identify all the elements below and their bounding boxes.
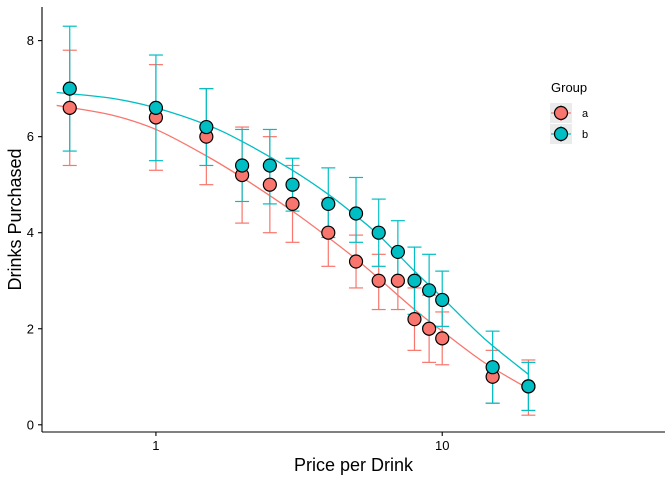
data-point — [371, 273, 386, 288]
fit-line-a — [56, 104, 529, 390]
y-tick-label: 2 — [27, 321, 34, 336]
data-point — [262, 158, 277, 173]
data-point — [348, 206, 364, 221]
data-point — [390, 244, 405, 260]
y-axis-title: Drinks Purchased — [5, 148, 25, 290]
data-point — [148, 100, 164, 115]
legend-marker — [553, 105, 569, 121]
x-tick-label: 10 — [435, 438, 449, 453]
data-point — [285, 196, 300, 211]
legend-label: b — [582, 129, 588, 141]
series-a — [56, 49, 536, 416]
x-axis-title: Price per Drink — [294, 455, 414, 475]
data-point — [390, 273, 405, 288]
data-point — [422, 321, 437, 336]
data-point — [407, 273, 422, 288]
points-a — [62, 100, 536, 394]
data-point — [321, 196, 336, 211]
data-point — [62, 81, 77, 96]
y-tick-label: 0 — [27, 417, 34, 432]
y-axis-ticks: 0 2 4 6 8 — [27, 33, 42, 432]
data-point — [435, 331, 450, 346]
y-tick-label: 6 — [27, 129, 34, 144]
points-b — [62, 81, 536, 394]
legend-item-b: b — [550, 124, 588, 144]
series-b — [56, 25, 536, 411]
legend-items: ab — [550, 103, 589, 144]
data-point — [371, 225, 386, 240]
data-point — [485, 360, 500, 375]
axes: 1 10 0 2 4 6 8 Price per Drink Drinks Purchas… — [5, 7, 665, 475]
data-point — [321, 225, 336, 240]
data-point — [407, 312, 422, 327]
data-point — [262, 177, 277, 192]
data-point — [422, 283, 437, 298]
legend-marker — [553, 126, 569, 142]
data-point — [199, 119, 214, 135]
data-point — [235, 158, 250, 173]
legend-label: a — [582, 108, 589, 120]
legend-item-a: a — [550, 103, 589, 123]
data-point — [62, 100, 77, 115]
legend: Group ab — [550, 80, 589, 144]
y-tick-label: 4 — [27, 225, 34, 240]
data-point — [285, 177, 300, 192]
y-tick-label: 8 — [27, 33, 34, 48]
legend-title: Group — [551, 80, 587, 95]
data-point — [521, 379, 536, 394]
x-tick-label: 1 — [152, 438, 159, 453]
plot-area — [56, 25, 536, 416]
data-point — [435, 292, 450, 308]
x-axis-ticks: 1 10 — [152, 432, 449, 453]
data-point — [348, 254, 364, 269]
